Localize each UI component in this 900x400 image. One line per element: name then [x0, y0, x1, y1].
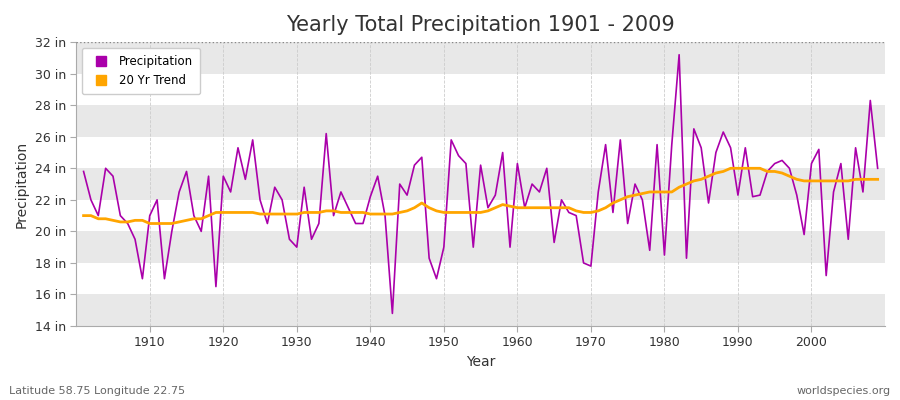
Bar	[76, 200, 885, 231]
Text: Latitude 58.75 Longitude 22.75: Latitude 58.75 Longitude 22.75	[9, 386, 185, 396]
Legend: Precipitation, 20 Yr Trend: Precipitation, 20 Yr Trend	[82, 48, 200, 94]
Bar	[76, 231, 885, 263]
Title: Yearly Total Precipitation 1901 - 2009: Yearly Total Precipitation 1901 - 2009	[286, 15, 675, 35]
Bar	[76, 105, 885, 137]
Y-axis label: Precipitation: Precipitation	[15, 140, 29, 228]
Bar	[76, 168, 885, 200]
Bar	[76, 263, 885, 294]
Bar	[76, 137, 885, 168]
Bar	[76, 294, 885, 326]
Bar	[76, 42, 885, 74]
Bar	[76, 74, 885, 105]
Text: worldspecies.org: worldspecies.org	[796, 386, 891, 396]
X-axis label: Year: Year	[466, 355, 495, 369]
